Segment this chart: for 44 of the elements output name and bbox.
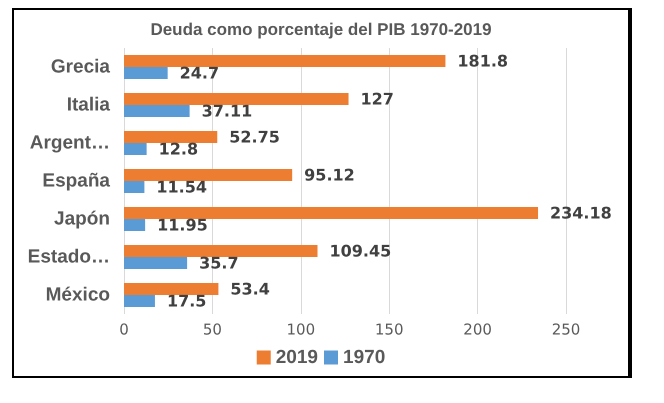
bar (124, 55, 446, 67)
data-label: 234.18 (550, 204, 612, 222)
data-label: 11.54 (156, 178, 208, 196)
data-label: 11.95 (157, 216, 208, 234)
bar (124, 105, 190, 117)
bar (124, 207, 538, 219)
bar (124, 283, 218, 295)
x-tick-label: 150 (374, 320, 404, 338)
chart-title: Deuda como porcentaje del PIB 1970-2019 (150, 20, 492, 39)
y-tick-label: Japón (54, 208, 110, 230)
data-label: 53.4 (230, 280, 270, 298)
y-tick-label: Grecia (50, 56, 110, 78)
data-label: 37.11 (202, 102, 252, 120)
y-tick-label: México (46, 284, 110, 306)
data-label: 95.12 (304, 166, 355, 184)
x-tick-label: 0 (119, 320, 129, 338)
legend-label: 2019 (276, 347, 318, 368)
data-label: 35.7 (199, 254, 239, 272)
data-label: 17.5 (166, 292, 206, 310)
data-label: 181.8 (457, 52, 508, 70)
bar (124, 295, 155, 307)
bar (124, 131, 218, 143)
x-tick-label: 100 (286, 320, 316, 338)
bar (124, 169, 292, 181)
bar (124, 257, 188, 269)
bar (124, 245, 318, 257)
data-label: 109.45 (330, 242, 392, 260)
x-tick-label: 200 (463, 320, 492, 338)
x-tick-label: 50 (202, 320, 222, 338)
data-label: 52.75 (229, 128, 280, 146)
data-label: 12.8 (158, 140, 198, 158)
y-tick-label: Italia (66, 94, 110, 116)
data-label: 127 (360, 90, 394, 108)
data-label: 24.7 (180, 64, 220, 82)
y-tick-label: Argent… (30, 132, 110, 154)
y-tick-label: Estado… (28, 246, 110, 268)
legend-label: 1970 (343, 347, 386, 368)
y-tick-label: España (42, 170, 110, 192)
bar (124, 67, 168, 79)
bar (124, 181, 144, 193)
bar (124, 93, 349, 105)
bar (124, 219, 146, 231)
bar (124, 143, 147, 155)
x-tick-label: 250 (552, 320, 580, 338)
